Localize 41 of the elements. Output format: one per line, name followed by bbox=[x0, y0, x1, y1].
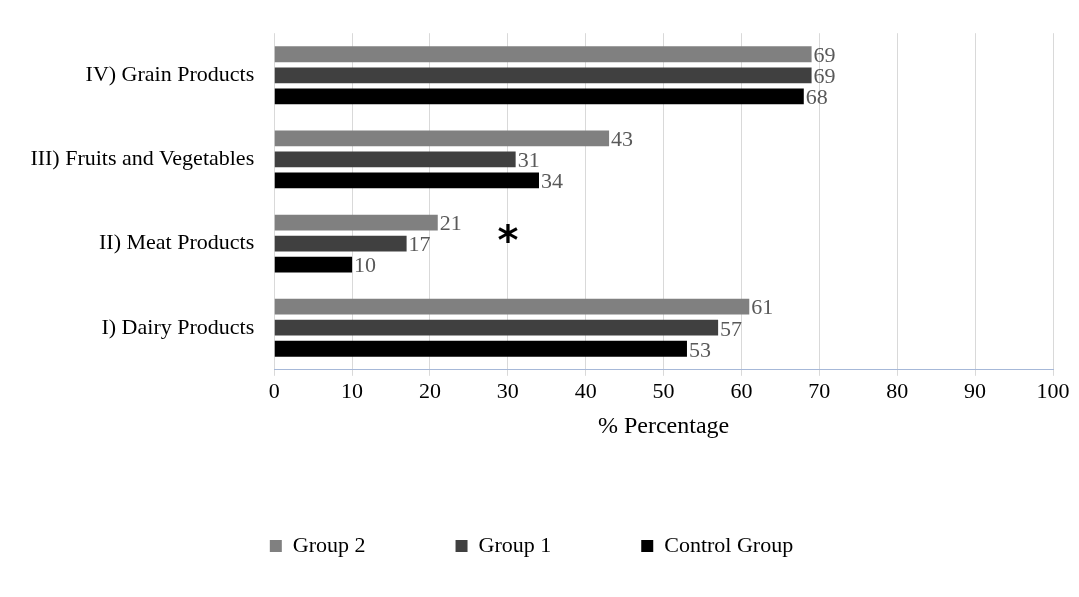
bar bbox=[274, 67, 812, 84]
data-label: 61 bbox=[751, 294, 774, 320]
data-label: 10 bbox=[354, 252, 377, 278]
data-label: 57 bbox=[720, 315, 743, 341]
x-tick-label: 30 bbox=[496, 377, 519, 403]
data-label: 31 bbox=[517, 147, 540, 173]
bar bbox=[274, 151, 516, 168]
y-tick-label: I) Dairy Products bbox=[101, 313, 255, 339]
x-tick-label: 60 bbox=[730, 377, 753, 403]
bar bbox=[274, 340, 687, 357]
x-tick-label: 50 bbox=[652, 377, 675, 403]
bar bbox=[274, 46, 812, 63]
bar bbox=[274, 298, 750, 315]
x-tick-label: 40 bbox=[574, 377, 597, 403]
x-tick-label: 70 bbox=[808, 377, 831, 403]
data-label: 17 bbox=[408, 231, 431, 257]
x-tick-label: 80 bbox=[886, 377, 909, 403]
data-label: 34 bbox=[541, 168, 563, 194]
x-tick-label: 20 bbox=[418, 377, 441, 403]
y-tick-label: III) Fruits and Vegetables bbox=[30, 145, 255, 171]
bar bbox=[274, 214, 438, 231]
bar bbox=[274, 172, 539, 189]
data-label: 53 bbox=[688, 336, 711, 362]
bar bbox=[274, 319, 719, 336]
x-tick-label: 90 bbox=[964, 377, 987, 403]
legend-label: Control Group bbox=[664, 531, 794, 557]
data-label: 43 bbox=[611, 126, 634, 152]
x-axis-title: % Percentage bbox=[597, 411, 730, 438]
x-tick-label: 10 bbox=[341, 377, 364, 403]
data-label: 21 bbox=[439, 210, 462, 236]
y-tick-label: II) Meat Products bbox=[99, 229, 255, 255]
bar bbox=[274, 88, 804, 105]
x-tick-label: 100 bbox=[1036, 377, 1070, 403]
bar bbox=[274, 256, 353, 273]
y-tick-label: IV) Grain Products bbox=[85, 61, 255, 87]
x-tick-label: 0 bbox=[268, 377, 280, 403]
bar bbox=[274, 130, 610, 147]
legend-label: Group 1 bbox=[478, 531, 552, 557]
legend-label: Group 2 bbox=[292, 531, 366, 557]
annotation: * bbox=[497, 216, 519, 263]
bar bbox=[274, 235, 407, 252]
